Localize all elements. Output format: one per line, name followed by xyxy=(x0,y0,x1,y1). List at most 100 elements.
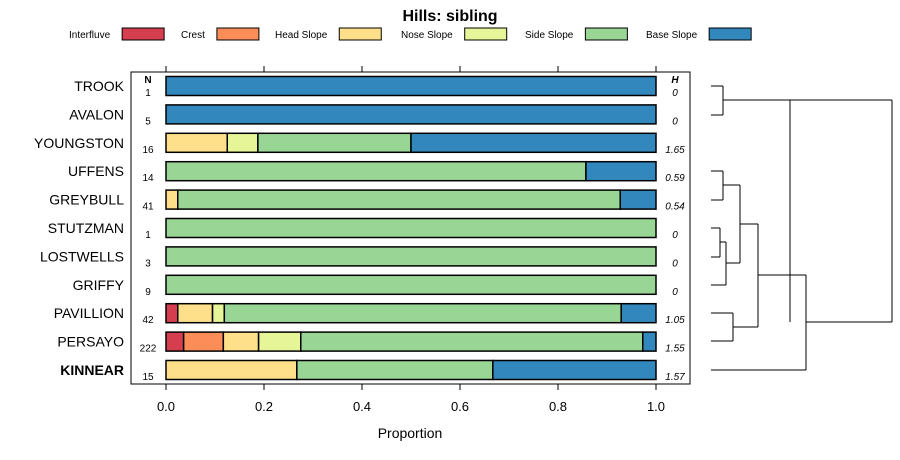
bar-row-youngston xyxy=(165,132,657,154)
bar-row-pavillion xyxy=(165,302,657,324)
legend-label-side-slope: Side Slope xyxy=(525,30,574,41)
legend-label-head-slope: Head Slope xyxy=(275,30,328,41)
legend-label-interfluve: Interfluve xyxy=(69,30,111,41)
bar-row-uffens xyxy=(165,160,657,182)
n-value: 15 xyxy=(142,372,154,383)
bar-segment-side-slope xyxy=(300,331,644,352)
n-value: 1 xyxy=(145,88,151,99)
bar-segment-base-slope xyxy=(619,189,657,210)
h-value: 0 xyxy=(672,230,678,241)
bar-segment-side-slope xyxy=(177,189,621,210)
bar-row-lostwells xyxy=(165,246,657,267)
bar-segment-nose-slope xyxy=(257,331,302,352)
h-value: 0 xyxy=(672,287,678,298)
row-label: KINNEAR xyxy=(60,362,124,378)
row-labels: TROOK 1 0 AVALON 5 0 YOUNGSTON 16 1.65 UFFENS 14 0.… xyxy=(34,78,685,383)
n-value: 5 xyxy=(145,116,151,127)
bar-segment-head-slope xyxy=(222,331,260,352)
bar-segment-base-slope xyxy=(165,75,657,97)
bar-segment-base-slope xyxy=(642,331,657,352)
bar-segment-base-slope xyxy=(585,160,657,182)
bar-segment-head-slope xyxy=(165,359,298,381)
bar-segment-base-slope xyxy=(492,359,657,381)
n-value: 41 xyxy=(142,202,154,213)
row-label: AVALON xyxy=(69,106,124,122)
bar-segment-side-slope xyxy=(165,274,657,296)
bar-segment-side-slope xyxy=(257,132,412,154)
n-value: 42 xyxy=(142,315,154,326)
h-value: 0 xyxy=(672,258,678,269)
x-tick-label: 0.8 xyxy=(549,399,567,414)
bar-segment-side-slope xyxy=(165,217,657,239)
n-value: 3 xyxy=(145,258,151,269)
x-axis: 0.0 0.2 0.4 0.6 0.8 1.0 xyxy=(157,66,665,414)
x-tick-label: 0.4 xyxy=(353,399,371,414)
bar-segment-head-slope xyxy=(165,132,228,154)
legend: Interfluve Crest Head Slope Nose Slope Side … xyxy=(69,27,752,41)
bar-segment-base-slope xyxy=(620,302,657,324)
plot-frame xyxy=(130,71,691,385)
row-label: UFFENS xyxy=(68,163,124,179)
legend-swatch-nose-slope xyxy=(464,27,508,41)
row-label: PERSAYO xyxy=(57,334,124,350)
bar-segment-nose-slope xyxy=(211,302,226,324)
legend-swatch-interfluve xyxy=(121,27,165,41)
legend-swatch-head-slope xyxy=(338,27,382,41)
n-value: 16 xyxy=(142,145,154,156)
dendrogram xyxy=(711,85,893,371)
n-value: 1 xyxy=(145,230,151,241)
bar-segment-head-slope xyxy=(177,302,214,324)
h-value: 0.59 xyxy=(665,173,685,184)
h-value: 0.54 xyxy=(665,202,685,213)
row-label: YOUNGSTON xyxy=(34,135,124,151)
bar-segment-side-slope xyxy=(165,246,657,267)
bar-row-kinnear xyxy=(165,359,657,381)
legend-label-crest: Crest xyxy=(181,30,205,41)
h-value: 1.05 xyxy=(665,315,685,326)
bar-row-greybull xyxy=(165,189,657,210)
legend-label-base-slope: Base Slope xyxy=(646,30,698,41)
row-label: GRIFFY xyxy=(73,277,125,293)
bar-segment-base-slope xyxy=(165,104,657,125)
bar-segment-head-slope xyxy=(165,189,179,210)
h-value: 1.65 xyxy=(665,145,685,156)
bar-row-stutzman xyxy=(165,217,657,239)
bar-segment-side-slope xyxy=(165,160,587,182)
x-tick-label: 0.0 xyxy=(157,399,175,414)
bar-row-trook xyxy=(165,75,657,97)
n-value: 9 xyxy=(145,287,151,298)
row-label: TROOK xyxy=(74,78,124,94)
legend-swatch-base-slope xyxy=(708,27,752,41)
legend-label-nose-slope: Nose Slope xyxy=(401,30,453,41)
h-value: 0 xyxy=(672,116,678,127)
legend-swatch-crest xyxy=(216,27,260,41)
bar-segment-base-slope xyxy=(410,132,657,154)
bar-segment-side-slope xyxy=(296,359,494,381)
bar-segment-crest xyxy=(182,331,225,352)
row-label: GREYBULL xyxy=(49,192,124,208)
bar-segment-side-slope xyxy=(223,302,622,324)
bar-row-persayo xyxy=(165,331,657,352)
bar-group xyxy=(165,75,657,381)
row-label: STUTZMAN xyxy=(48,220,124,236)
bar-row-griffy xyxy=(165,274,657,296)
bar-segment-interfluve xyxy=(165,302,179,324)
n-value: 222 xyxy=(140,344,157,355)
chart-title: Hills: sibling xyxy=(402,8,497,25)
h-value: 1.57 xyxy=(665,372,685,383)
bar-segment-interfluve xyxy=(165,331,185,352)
x-axis-label: Proportion xyxy=(378,425,443,441)
bar-segment-nose-slope xyxy=(226,132,259,154)
x-tick-label: 0.6 xyxy=(451,399,469,414)
n-column-header: N xyxy=(144,75,151,86)
h-column-header: H xyxy=(671,75,679,86)
x-tick-label: 0.2 xyxy=(255,399,273,414)
row-label: LOSTWELLS xyxy=(40,248,124,264)
h-value: 0 xyxy=(672,88,678,99)
bar-row-avalon xyxy=(165,104,657,125)
h-value: 1.55 xyxy=(665,344,685,355)
n-value: 14 xyxy=(142,173,154,184)
legend-swatch-side-slope xyxy=(584,27,628,41)
